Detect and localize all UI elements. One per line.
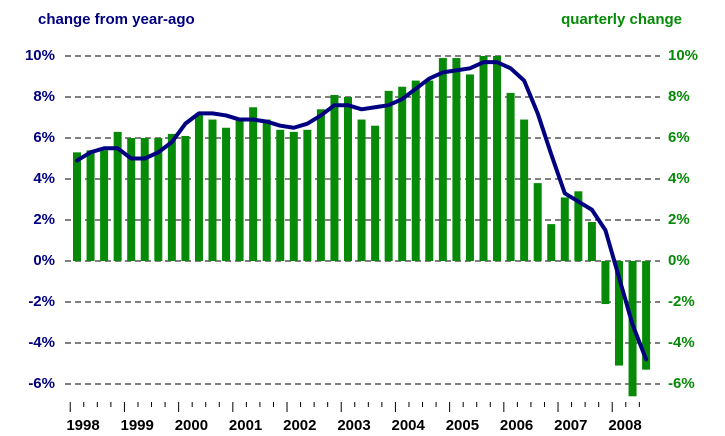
y2-tick-label: 6%: [668, 129, 690, 146]
x-tick-label: 2005: [446, 417, 479, 434]
line: [75, 60, 649, 362]
bar: [140, 138, 149, 261]
y2-tick-label: 10%: [668, 47, 698, 64]
bar: [398, 86, 407, 261]
x-tick-label: 2006: [500, 417, 533, 434]
bar: [479, 56, 488, 261]
bar: [384, 90, 393, 261]
x-tick-label: 2007: [554, 417, 587, 434]
bar: [167, 133, 176, 261]
bar: [344, 97, 352, 261]
y2-tick-label: -6%: [668, 375, 695, 392]
bar: [249, 107, 258, 261]
bar: [127, 138, 136, 261]
y-tick-label: -2%: [28, 293, 55, 310]
y-axis-label: change from year-ago: [38, 11, 195, 28]
bar: [181, 135, 190, 261]
bar: [438, 58, 447, 261]
bar: [371, 125, 380, 261]
bar: [289, 131, 298, 261]
bar: [465, 74, 474, 261]
bar: [262, 119, 271, 261]
bar: [194, 113, 203, 262]
bar: [276, 129, 285, 261]
bar: [533, 183, 542, 261]
bar: [316, 109, 325, 261]
y2-tick-label: -2%: [668, 293, 695, 310]
bar: [411, 80, 420, 261]
bar: [574, 191, 583, 261]
bar: [615, 261, 623, 366]
bar: [330, 94, 339, 261]
x-tick-label: 1998: [66, 417, 99, 434]
bar: [235, 119, 244, 261]
y-tick-label: 8%: [33, 88, 55, 105]
x-tick-label: 2003: [337, 417, 370, 434]
bar: [587, 222, 596, 261]
bar: [222, 127, 231, 261]
bar: [547, 224, 556, 261]
bar: [506, 92, 515, 262]
x-tick-label: 2001: [229, 417, 262, 434]
y-tick-label: 2%: [33, 211, 55, 228]
y2-tick-label: -4%: [668, 334, 695, 351]
y2-axis-label: quarterly change: [561, 11, 682, 28]
y2-tick-label: 0%: [668, 252, 690, 269]
x-tick-label: 2002: [283, 417, 316, 434]
y2-tick-label: 2%: [668, 211, 690, 228]
bar: [86, 150, 95, 261]
x-tick-label: 1999: [121, 417, 154, 434]
y-tick-label: 4%: [33, 170, 55, 187]
x-tick-label: 2008: [608, 417, 641, 434]
bar: [73, 152, 81, 261]
x-tick-label: 2004: [392, 417, 426, 434]
y-tick-label: 0%: [33, 252, 55, 269]
bar: [425, 80, 434, 261]
bar: [357, 119, 366, 261]
y-tick-label: -4%: [28, 334, 55, 351]
y2-tick-label: 8%: [668, 88, 690, 105]
y-tick-label: 6%: [33, 129, 55, 146]
bar: [560, 197, 569, 261]
bar: [601, 261, 610, 305]
y-tick-label: 10%: [25, 47, 55, 64]
bar: [113, 131, 122, 261]
y-tick-label: -6%: [28, 375, 55, 392]
bar: [493, 56, 502, 261]
bar: [154, 138, 163, 261]
x-tick-label: 2000: [175, 417, 208, 434]
bar: [642, 261, 651, 370]
bar: [208, 119, 217, 261]
bar: [100, 150, 109, 261]
bar: [520, 119, 529, 261]
y2-tick-label: 4%: [668, 170, 690, 187]
bar: [303, 129, 312, 261]
bar: [452, 58, 461, 261]
